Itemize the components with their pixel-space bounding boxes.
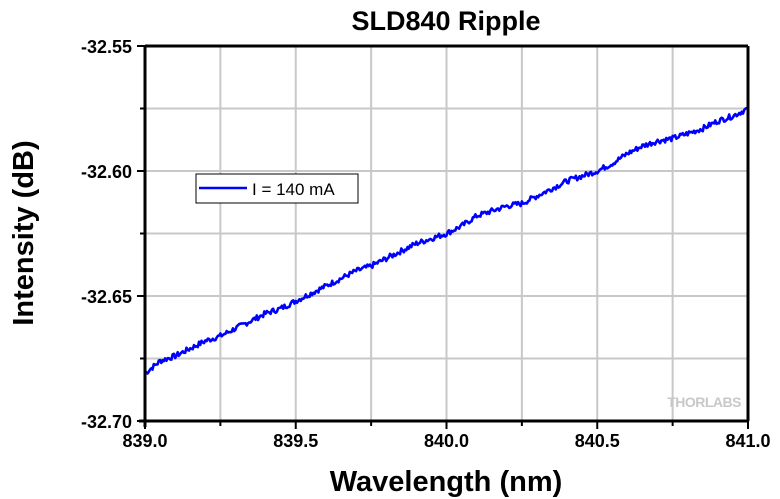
x-axis-label: Wavelength (nm) [330,466,563,498]
x-tick-label: 840.5 [575,431,620,451]
legend-label: I = 140 mA [252,180,335,199]
x-tick-label: 839.5 [273,431,318,451]
chart-title: SLD840 Ripple [351,6,540,36]
watermark-logo: THORLABS [667,394,741,410]
series-line [144,106,749,375]
x-tick-label: 841.0 [725,431,770,451]
tick-labels: 839.0 839.5 840.0 840.5 841.0 -32.70 -32.65 -32… [81,37,771,451]
y-tick-label: -32.55 [81,37,132,57]
x-tick-label: 840.0 [424,431,469,451]
axes [137,44,750,429]
y-tick-label: -32.65 [81,287,132,307]
y-axis-label: Intensity (dB) [8,140,40,325]
grid [145,46,748,421]
x-tick-label: 839.0 [122,431,167,451]
y-tick-label: -32.60 [81,162,132,182]
y-tick-label: -32.70 [81,412,132,432]
legend: I = 140 mA [195,173,359,204]
series-group [144,106,749,375]
